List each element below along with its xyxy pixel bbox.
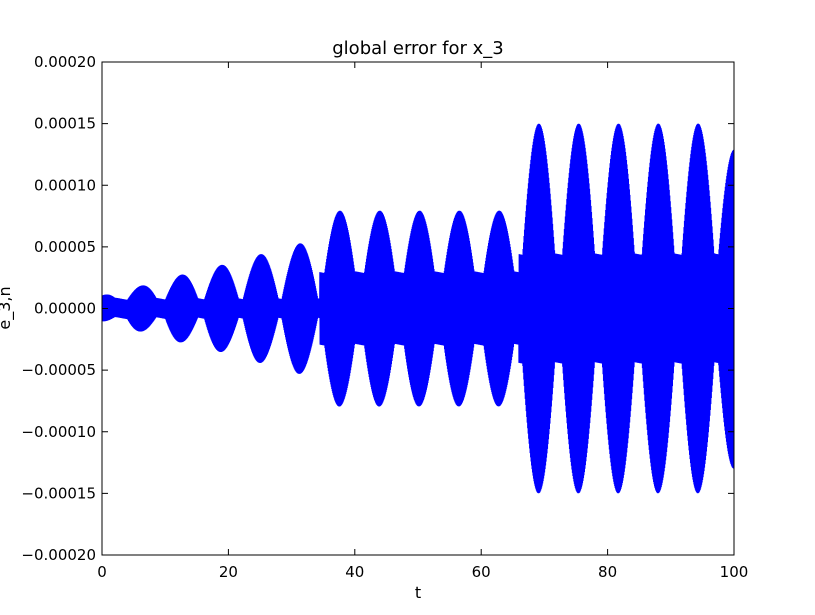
y-axis-label: e_3,n <box>0 286 15 329</box>
x-tick-label: 60 <box>472 563 491 581</box>
y-tick-label: 0.00005 <box>34 238 96 256</box>
y-tick-label: −0.00015 <box>21 484 96 502</box>
y-tick-label: 0.00020 <box>34 53 96 71</box>
y-tick-label: −0.00010 <box>21 423 96 441</box>
x-tick-label: 80 <box>598 563 617 581</box>
y-tick-label: −0.00020 <box>21 546 96 564</box>
chart-title: global error for x_3 <box>332 38 504 59</box>
y-tick-label: −0.00005 <box>21 361 96 379</box>
x-tick-label: 40 <box>345 563 364 581</box>
y-tick-label: 0.00000 <box>34 300 96 318</box>
y-tick-label: 0.00010 <box>34 176 96 194</box>
ticks-layer: 0 20 40 60 80 100 −0.00020 −0.00015 −0.00010 −0.0… <box>21 53 748 581</box>
series-layer <box>101 123 735 494</box>
x-tick-label: 0 <box>97 563 107 581</box>
series-line <box>101 123 735 494</box>
x-tick-label: 100 <box>720 563 749 581</box>
x-tick-label: 20 <box>219 563 238 581</box>
y-tick-label: 0.00015 <box>34 115 96 133</box>
x-axis-label: t <box>415 583 421 602</box>
